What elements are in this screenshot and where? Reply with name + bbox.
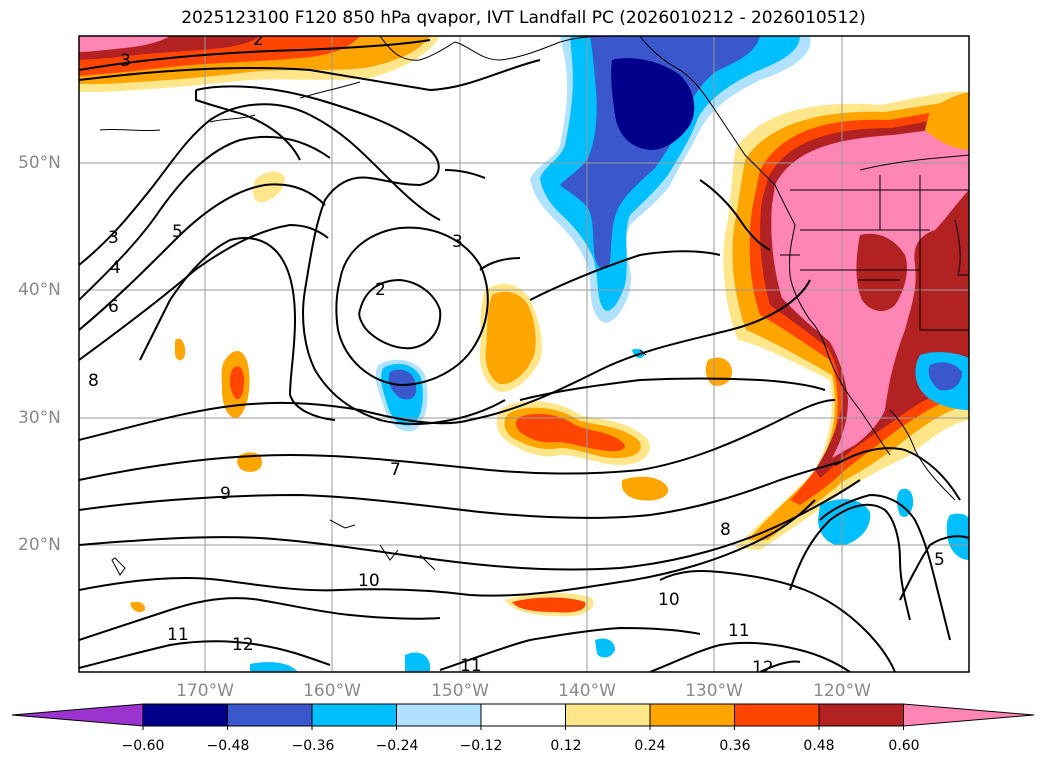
- contour-label: 5: [934, 550, 945, 570]
- colorbar-tick-label: 0.60: [888, 738, 920, 754]
- contour-label: 3: [452, 232, 463, 252]
- graticule: [79, 36, 969, 672]
- gulf-of-alaska-negative-anomaly: [530, 36, 811, 323]
- colorbar-tick-label: 0.36: [719, 738, 751, 754]
- colorbar-segment: [480, 703, 566, 727]
- contour-label: 8: [720, 520, 731, 540]
- contour-label: 3: [108, 228, 119, 248]
- lon-label: 140°W: [558, 681, 616, 701]
- colorbar-tick-label: −0.48: [206, 738, 250, 754]
- colorbar-segment: [565, 703, 651, 727]
- colorbar-tick-label: −0.24: [375, 738, 419, 754]
- contour-label: 3: [120, 51, 131, 71]
- colorbar-tick-label: −0.60: [121, 738, 165, 754]
- contour-label: 11: [167, 625, 189, 645]
- colorbar-tick-label: 0.24: [634, 738, 666, 754]
- contour-label: 12: [232, 635, 254, 655]
- colorbar-tick-label: 0.12: [550, 738, 582, 754]
- colorbar-segment: [311, 703, 397, 727]
- contour-label: 10: [358, 571, 380, 591]
- colorbar-tick-label: −0.36: [291, 738, 335, 754]
- contour-label: 8: [88, 371, 99, 391]
- map-title: 2025123100 F120 850 hPa qvapor, IVT Land…: [181, 8, 866, 28]
- contour-label: 6: [108, 297, 119, 317]
- colorbar-tick-label: −0.12: [459, 738, 503, 754]
- colorbar-segment: [818, 703, 904, 727]
- contour-label: 11: [728, 621, 750, 641]
- contour-label: 7: [390, 460, 401, 480]
- lat-label: 20°N: [18, 535, 61, 555]
- contour-label: 11: [460, 656, 482, 676]
- contour-labels: 3 2 3 5 4 6 8 2 3 7 9 8 10 10 11 12 11 1…: [88, 30, 945, 678]
- contour-label: 2: [375, 280, 386, 300]
- lon-label: 160°W: [303, 681, 361, 701]
- contour-label: 4: [110, 258, 121, 278]
- lon-label: 170°W: [176, 681, 234, 701]
- colorbar: [11, 703, 1035, 730]
- contour-label: 9: [220, 484, 231, 504]
- contour-label: 12: [752, 658, 774, 678]
- scattered-anomalies: [130, 171, 969, 672]
- colorbar-extend-max-triangle: [903, 703, 1035, 727]
- lon-label: 130°W: [685, 681, 743, 701]
- lat-label: 50°N: [18, 153, 61, 173]
- ivt-contours: [79, 39, 969, 672]
- lat-label: 40°N: [18, 280, 61, 300]
- contour-label: 10: [658, 590, 680, 610]
- lat-label: 30°N: [18, 408, 61, 428]
- colorbar-segment: [227, 703, 313, 727]
- colorbar-extend-min-triangle: [11, 703, 144, 727]
- map-frame: [78, 35, 970, 673]
- colorbar-segment: [734, 703, 820, 727]
- west-coast-positive-anomaly: [723, 91, 969, 550]
- lon-label: 150°W: [431, 681, 489, 701]
- colorbar-segment: [396, 703, 482, 727]
- coastlines: [99, 36, 969, 576]
- contour-label: 5: [172, 222, 183, 242]
- colorbar-segment: [649, 703, 735, 727]
- lon-label: 120°W: [813, 681, 871, 701]
- colorbar-tick-label: 0.48: [803, 738, 835, 754]
- colorbar-segment: [142, 703, 228, 727]
- contour-label: 2: [253, 30, 264, 50]
